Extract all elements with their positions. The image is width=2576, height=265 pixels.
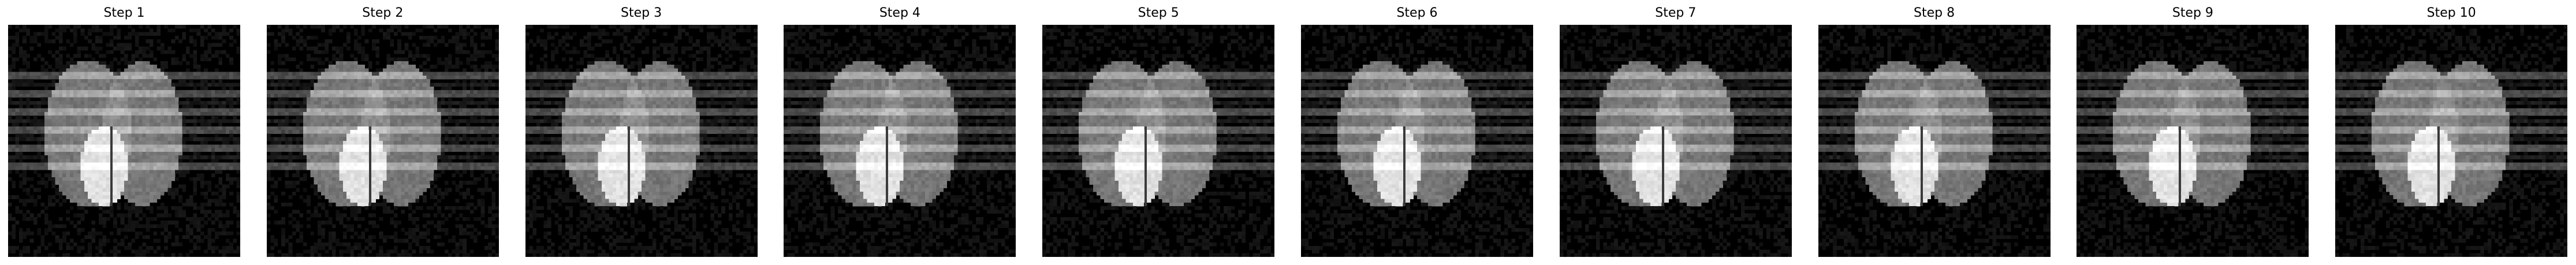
- panel-step-6: Step 6: [1301, 0, 1533, 265]
- image-frame: [266, 25, 499, 257]
- image-frame: [1818, 25, 2051, 257]
- panel-step-9: Step 9: [2077, 0, 2309, 265]
- phantom-image: [2077, 25, 2309, 257]
- phantom-image: [525, 25, 758, 257]
- phantom-image: [1559, 25, 1792, 257]
- lobe-seam: [886, 126, 889, 207]
- panel-title: Step 3: [525, 6, 758, 21]
- panel-title: Step 5: [1042, 6, 1274, 21]
- panel-step-3: Step 3: [525, 0, 758, 265]
- phantom-image: [1818, 25, 2051, 257]
- panel-step-7: Step 7: [1559, 0, 1792, 265]
- panel-step-10: Step 10: [2335, 0, 2568, 265]
- lobe-seam: [110, 126, 113, 207]
- panel-title: Step 4: [784, 6, 1016, 21]
- image-frame: [1042, 25, 1275, 257]
- phantom-image: [1042, 25, 1275, 257]
- image-frame: [1559, 25, 1792, 257]
- lobe-seam: [2437, 126, 2440, 207]
- image-frame: [784, 25, 1016, 257]
- image-frame: [2077, 25, 2309, 257]
- panel-step-1: Step 1: [8, 0, 240, 265]
- lobe-seam: [368, 126, 371, 207]
- lobe-seam: [1145, 126, 1147, 207]
- panel-step-8: Step 8: [1818, 0, 2051, 265]
- lobe-seam: [1661, 126, 1664, 207]
- panel-step-5: Step 5: [1042, 0, 1275, 265]
- image-frame: [1301, 25, 1533, 257]
- panel-title: Step 10: [2335, 6, 2567, 21]
- image-frame: [525, 25, 758, 257]
- panel-step-4: Step 4: [784, 0, 1016, 265]
- phantom-image: [1301, 25, 1533, 257]
- panel-title: Step 9: [2077, 6, 2309, 21]
- panel-title: Step 8: [1818, 6, 2051, 21]
- phantom-image: [784, 25, 1016, 257]
- image-frame: [2335, 25, 2568, 257]
- lobe-seam: [1403, 126, 1406, 207]
- panel-title: Step 2: [267, 6, 499, 21]
- lobe-seam: [627, 126, 630, 207]
- panel-step-2: Step 2: [266, 0, 499, 265]
- phantom-image: [266, 25, 499, 257]
- panel-title: Step 1: [8, 6, 240, 21]
- lobe-seam: [2179, 126, 2182, 207]
- lobe-seam: [1920, 126, 1923, 207]
- image-frame: [8, 25, 240, 257]
- panel-title: Step 6: [1301, 6, 1533, 21]
- phantom-image: [8, 25, 240, 257]
- panel-title: Step 7: [1560, 6, 1792, 21]
- phantom-image: [2335, 25, 2568, 257]
